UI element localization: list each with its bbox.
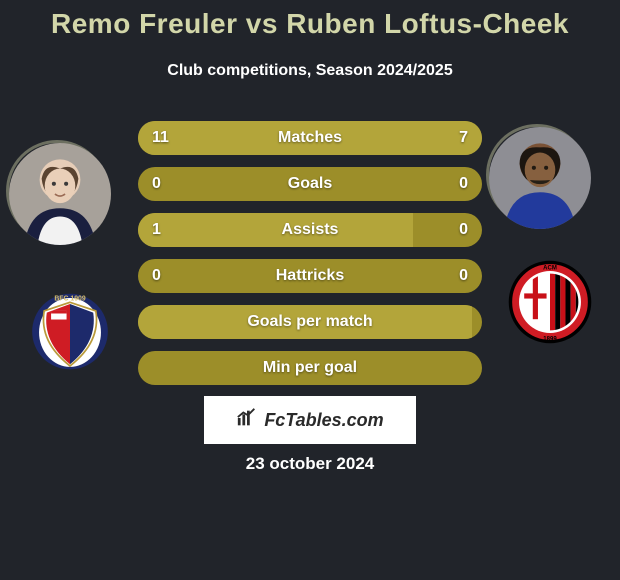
stat-row-goals: Goals0 0 <box>138 167 482 201</box>
stat-label: Assists <box>138 221 482 239</box>
shield-icon: ACM 1899 <box>507 259 593 345</box>
svg-text:BFC 1909: BFC 1909 <box>54 296 86 303</box>
player-left-avatar <box>9 143 111 245</box>
stat-value-right: 0 <box>459 221 468 239</box>
fctables-brand[interactable]: FcTables.com <box>204 396 416 444</box>
stat-row-matches: Matches11 7 <box>138 121 482 155</box>
brand-text: FcTables.com <box>264 410 383 431</box>
stat-value-right: 0 <box>459 175 468 193</box>
stat-value-right: 0 <box>459 267 468 285</box>
stat-label: Goals <box>138 175 482 193</box>
stat-value-left: 0 <box>152 267 161 285</box>
stat-label: Hattricks <box>138 267 482 285</box>
stat-label: Matches <box>138 129 482 147</box>
stat-row-goals-per-match: Goals per match <box>138 305 482 339</box>
svg-text:ACM: ACM <box>543 265 557 271</box>
stat-value-left: 11 <box>152 129 169 147</box>
stat-row-min-per-goal: Min per goal <box>138 351 482 385</box>
club-crest-right: ACM 1899 <box>507 259 593 345</box>
comparison-title: Remo Freuler vs Ruben Loftus-Cheek <box>0 8 620 40</box>
player-right-avatar <box>489 127 591 229</box>
avatar-placeholder-icon <box>489 127 591 229</box>
stat-row-hattricks: Hattricks0 0 <box>138 259 482 293</box>
chart-icon <box>236 407 258 434</box>
club-crest-left: BFC 1909 <box>27 292 113 378</box>
stat-row-assists: Assists1 0 <box>138 213 482 247</box>
shield-icon: BFC 1909 <box>27 292 113 378</box>
stat-value-left: 0 <box>152 175 161 193</box>
stat-label: Goals per match <box>138 313 482 331</box>
avatar-placeholder-icon <box>9 143 111 245</box>
date-stamp: 23 october 2024 <box>0 454 620 474</box>
comparison-subtitle: Club competitions, Season 2024/2025 <box>0 62 620 80</box>
stat-label: Min per goal <box>138 359 482 377</box>
stat-value-right: 7 <box>459 129 468 147</box>
svg-text:1899: 1899 <box>543 337 557 343</box>
stat-value-left: 1 <box>152 221 161 239</box>
